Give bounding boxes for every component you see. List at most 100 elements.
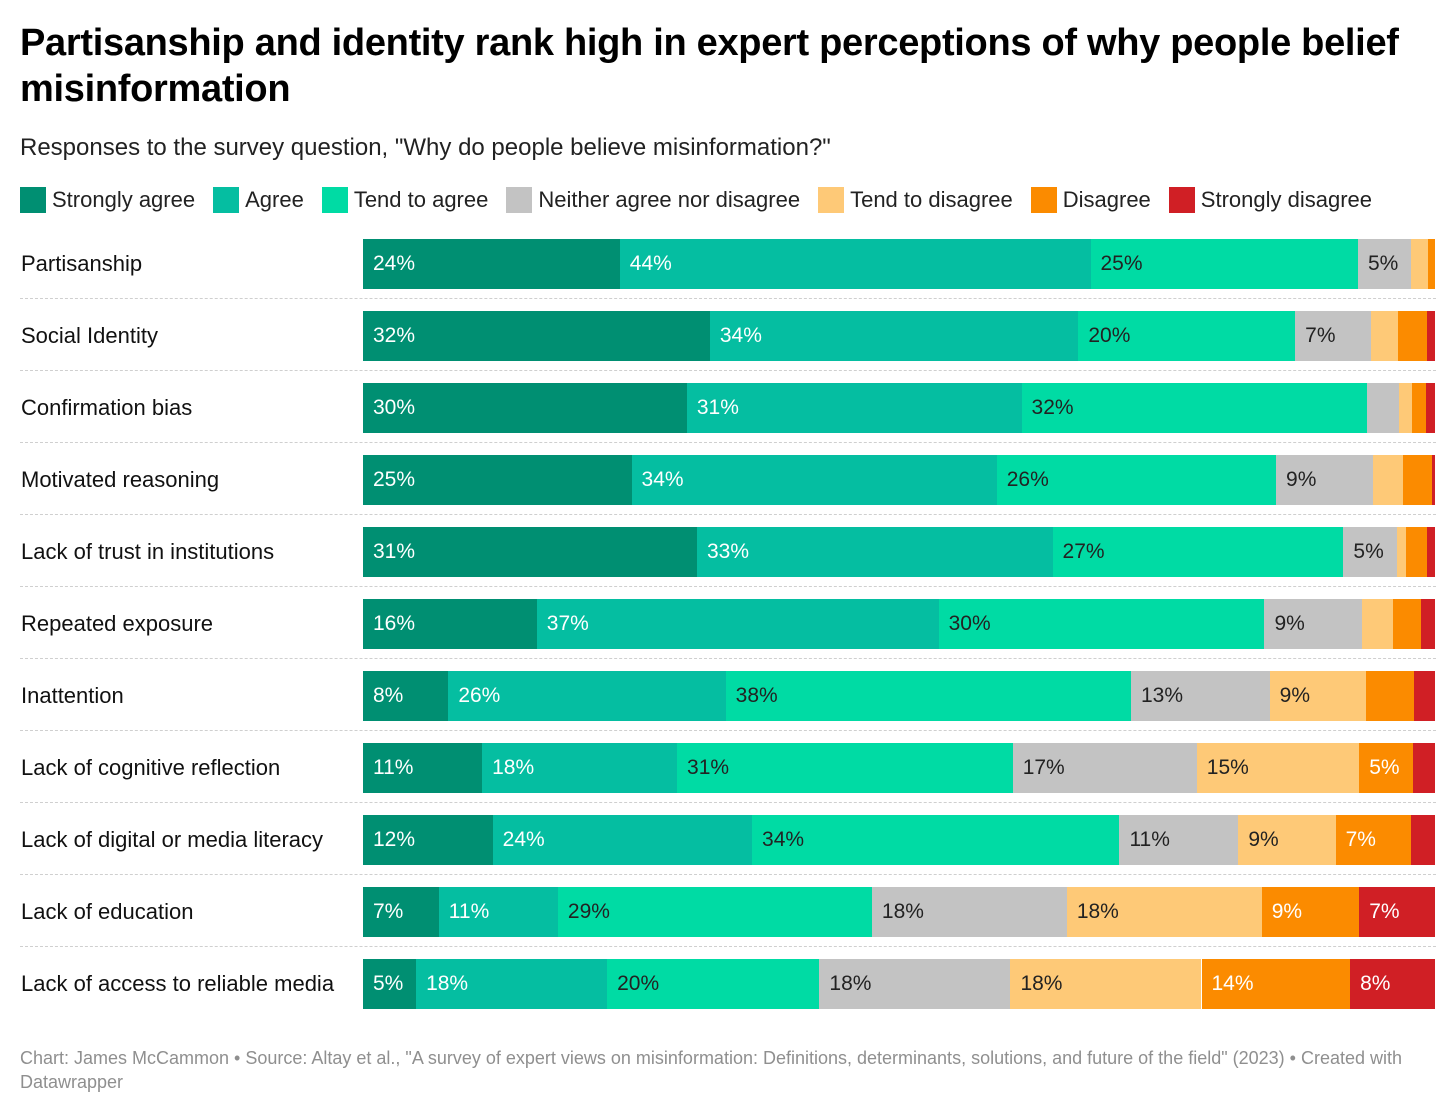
stacked-bar: 25% 34% 26% 9% [363, 455, 1435, 505]
bar-segment-disagree [1412, 383, 1427, 433]
bar-segment-tend-to-agree: 20% [1078, 311, 1296, 361]
chart-title: Partisanship and identity rank high in e… [20, 22, 1399, 110]
bar-segment-neither-agree-nor-disagree: 11% [1119, 815, 1239, 865]
bar-segment-neither-agree-nor-disagree: 9% [1276, 455, 1373, 505]
legend-label: Strongly agree [52, 187, 196, 212]
bar-segment-tend-to-agree: 30% [938, 599, 1265, 649]
bar-segment-tend-to-agree: 34% [752, 815, 1120, 865]
bar-segment-tend-to-agree: 20% [607, 959, 820, 1009]
chart-row-lack-of-cognitive-reflection: Lack of cognitive reflection 11% 18% 31% 17%… [20, 730, 1436, 802]
stacked-bar: 32% 34% 20% 7% [363, 311, 1435, 361]
data-label: 30% [948, 612, 991, 635]
bar-segment-tend-to-disagree [1397, 527, 1406, 577]
data-label: 26% [458, 684, 501, 707]
category-label: Confirmation bias [21, 395, 193, 420]
bar-segment-strongly-agree: 11% [363, 743, 483, 793]
bar-segment-strongly-agree: 32% [363, 311, 710, 361]
legend-item-tend-to-agree: Tend to agree [321, 187, 488, 213]
data-label: 9% [1274, 612, 1305, 635]
data-label: 7% [1369, 900, 1400, 923]
data-label: 34% [719, 324, 762, 347]
bar-segment-neither-agree-nor-disagree: 18% [871, 887, 1067, 937]
bar-segment-tend-to-disagree: 9% [1238, 815, 1336, 865]
bar-segment-strongly-disagree: 8% [1350, 959, 1435, 1009]
data-label: 11% [448, 900, 490, 923]
bar-segment-agree: 31% [686, 383, 1022, 433]
chart-row-lack-of-access-to-reliable-media: Lack of access to reliable media 5% 18% 20%… [20, 946, 1436, 1018]
bar-segment-tend-to-disagree [1372, 455, 1403, 505]
bar-segment-strongly-disagree [1427, 311, 1435, 361]
data-label: 18% [1020, 972, 1063, 995]
row-divider [20, 946, 1436, 947]
stacked-bar: 24% 44% 25% 5% [363, 239, 1435, 289]
legend-swatch [213, 187, 240, 213]
data-label: 31% [687, 756, 730, 779]
bar-segment-disagree: 9% [1261, 887, 1360, 937]
bar-segment-strongly-agree: 25% [363, 455, 632, 505]
data-label: 5% [373, 972, 404, 995]
stacked-bar: 8% 26% 38% 13% 9% [363, 671, 1435, 721]
category-label: Lack of digital or media literacy [21, 827, 324, 852]
data-label: 33% [706, 540, 750, 563]
row-divider [20, 514, 1436, 515]
bar-segment-strongly-agree: 24% [363, 239, 620, 289]
legend-swatch [1030, 187, 1057, 213]
data-label: 25% [1100, 252, 1143, 275]
data-label: 24% [502, 828, 545, 851]
bar-segment-tend-to-agree: 31% [677, 743, 1013, 793]
bar-segment-agree: 34% [709, 311, 1079, 361]
data-label: 29% [567, 900, 610, 923]
legend-item-strongly-agree: Strongly agree [20, 187, 195, 213]
legend-label: Neither agree nor disagree [538, 187, 801, 212]
category-label: Lack of cognitive reflection [21, 755, 281, 780]
data-label: 31% [373, 540, 416, 563]
data-label: 9% [1286, 468, 1317, 491]
row-divider [20, 874, 1436, 875]
data-label: 31% [696, 396, 739, 419]
bar-segment-tend-to-agree: 38% [725, 671, 1131, 721]
data-label: 26% [1006, 468, 1049, 491]
data-label: 8% [1360, 972, 1391, 995]
legend-label: Disagree [1062, 187, 1151, 212]
stacked-bar: 12% 24% 34% 11% 9% 7% [363, 815, 1435, 865]
data-label: 32% [373, 324, 416, 347]
data-label: 11% [1129, 828, 1170, 851]
bar-segment-agree: 18% [416, 959, 608, 1009]
data-label: 34% [762, 828, 805, 851]
bar-segment-tend-to-disagree [1371, 311, 1399, 361]
data-label: 20% [617, 972, 660, 995]
bar-segment-strongly-disagree [1413, 671, 1435, 721]
bar-segment-strongly-disagree [1420, 599, 1435, 649]
stacked-bar-chart: Partisanship 24% 44% 25% 5% Social Identity 32… [20, 226, 1436, 1018]
stacked-bar: 16% 37% 30% 9% [363, 599, 1435, 649]
row-divider [20, 298, 1436, 299]
data-label: 18% [881, 900, 924, 923]
chart-row-repeated-exposure: Repeated exposure 16% 37% 30% 9% [20, 586, 1436, 658]
stacked-bar: 11% 18% 31% 17% 15% 5% [363, 743, 1435, 793]
bar-segment-strongly-disagree: 7% [1359, 887, 1435, 937]
legend-item-agree: Agree [213, 187, 304, 213]
legend-item-disagree: Disagree [1030, 187, 1151, 213]
data-label: 16% [373, 612, 416, 635]
legend: Strongly agree Agree Tend to agree Neither … [20, 184, 1390, 216]
legend-label: Agree [245, 187, 304, 212]
data-label: 11% [373, 756, 414, 779]
legend-swatch [321, 187, 348, 213]
category-label: Lack of access to reliable media [21, 971, 335, 996]
bar-segment-agree: 37% [536, 599, 939, 649]
bar-segment-strongly-agree: 8% [363, 671, 449, 721]
bar-segment-agree: 26% [448, 671, 726, 721]
bar-segment-strongly-agree: 31% [363, 527, 697, 577]
row-divider [20, 658, 1436, 659]
bar-segment-strongly-disagree [1427, 527, 1435, 577]
data-label: 5% [1367, 252, 1399, 275]
bar-segment-tend-to-agree: 26% [996, 455, 1277, 505]
row-divider [20, 370, 1436, 371]
data-label: 9% [1248, 828, 1279, 851]
data-label: 30% [373, 396, 416, 419]
data-label: 24% [373, 252, 416, 275]
stacked-bar: 30% 31% 32% [363, 383, 1435, 433]
legend-label: Strongly disagree [1200, 187, 1373, 212]
category-label: Lack of trust in institutions [21, 539, 275, 564]
bar-segment-disagree: 7% [1335, 815, 1412, 865]
